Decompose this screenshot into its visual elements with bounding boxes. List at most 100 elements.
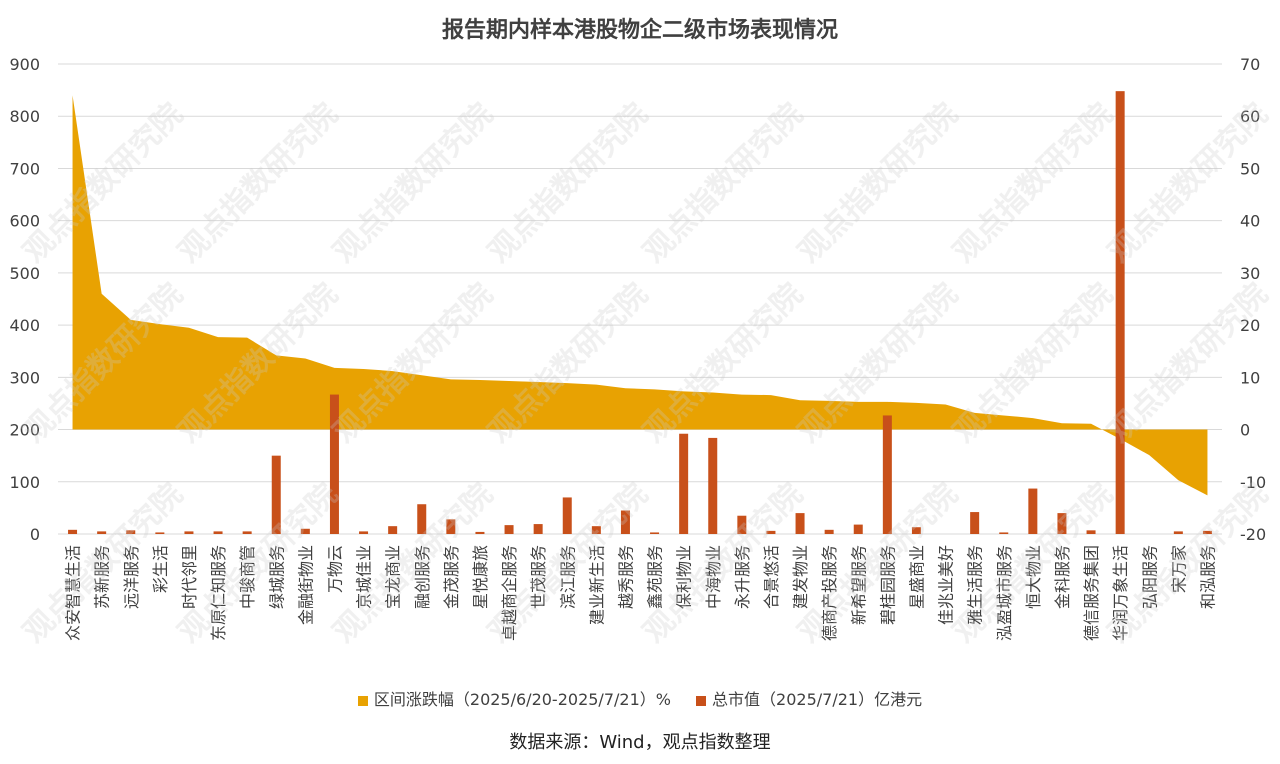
- bar-mark: [650, 532, 660, 534]
- x-axis-tick-label: 雅生活服务: [966, 545, 985, 625]
- watermark-text: 观点指数研究院: [17, 97, 190, 270]
- left-axis-tick-label: 200: [9, 421, 40, 440]
- right-axis-tick-label: 70: [1240, 55, 1260, 74]
- bar-mark: [795, 513, 805, 534]
- x-axis-tick-label: 和泓服务: [1198, 545, 1217, 609]
- left-axis-tick-label: 400: [9, 316, 40, 335]
- right-axis-tick-label: 40: [1240, 212, 1260, 231]
- right-axis-tick-label: 20: [1240, 316, 1260, 335]
- bar-mark: [1057, 513, 1067, 534]
- bar-mark: [1173, 531, 1183, 534]
- bar-mark: [853, 524, 863, 534]
- right-axis-tick-label: -20: [1240, 525, 1266, 544]
- x-axis-tick-label: 众安智慧生活: [64, 545, 83, 641]
- watermark-text: 观点指数研究院: [1102, 97, 1275, 270]
- x-axis-tick-label: 星悦康旅: [471, 545, 490, 609]
- bar-mark: [242, 531, 252, 534]
- left-axis-tick-label: 900: [9, 55, 40, 74]
- x-axis-tick-label: 东原仁知服务: [209, 545, 228, 641]
- legend-swatch-area: [357, 695, 368, 706]
- right-axis-tick-label: -10: [1240, 473, 1266, 492]
- right-axis: -20 -10 0 10 20 30 40 50 60 70: [1240, 55, 1266, 544]
- bar-mark: [591, 526, 601, 534]
- x-axis-tick-label: 华润万象生活: [1111, 545, 1130, 641]
- bar-mark: [737, 515, 747, 534]
- left-axis-tick-label: 700: [9, 159, 40, 178]
- x-axis-tick-label: 绿城服务: [267, 545, 286, 609]
- bar-mark: [679, 433, 689, 534]
- bar-mark: [504, 525, 514, 534]
- left-axis-tick-label: 600: [9, 212, 40, 231]
- watermark-text: 观点指数研究院: [637, 97, 810, 270]
- bar-mark: [708, 437, 718, 534]
- x-axis-tick-label: 中海物业: [704, 545, 723, 609]
- right-axis-tick-label: 10: [1240, 368, 1260, 387]
- legend-item-area: 区间涨跌幅（2025/6/20-2025/7/21）%: [357, 686, 671, 710]
- x-axis-tick-label: 合景悠活: [762, 545, 781, 609]
- x-axis-tick-label: 建发物业: [791, 545, 810, 609]
- watermark-text: 观点指数研究院: [327, 97, 500, 270]
- bar-mark: [970, 512, 980, 534]
- x-axis-tick-label: 恒大物业: [1024, 545, 1043, 609]
- left-axis: 0 100 200 300 400 500 600 700 800 900: [9, 55, 40, 544]
- bar-mark: [766, 530, 776, 534]
- bar-mark: [359, 531, 369, 534]
- bar-mark: [300, 528, 310, 534]
- legend-label-area: 区间涨跌幅（2025/6/20-2025/7/21）%: [373, 690, 671, 709]
- bar-mark: [1086, 530, 1096, 534]
- watermark-text: 观点指数研究院: [947, 97, 1120, 270]
- x-axis-tick-label: 远洋服务: [122, 545, 141, 609]
- x-axis-tick-label: 世茂服务: [529, 545, 548, 609]
- x-axis-tick-label: 泓盈城市服务: [995, 545, 1014, 641]
- bar-mark: [184, 531, 194, 534]
- x-axis-tick-label: 融创服务: [413, 545, 432, 609]
- legend-item-bar: 总市值（2025/7/21）亿港元: [696, 686, 922, 710]
- left-axis-tick-label: 0: [30, 525, 40, 544]
- x-axis-tick-label: 金融街物业: [296, 545, 315, 625]
- watermark-text: 观点指数研究院: [482, 97, 655, 270]
- bar-mark: [882, 415, 892, 534]
- right-axis-tick-label: 50: [1240, 159, 1260, 178]
- x-axis-tick-label: 苏新服务: [93, 545, 112, 609]
- x-axis-tick-label: 德信服务集团: [1082, 545, 1101, 641]
- bar-mark: [126, 530, 136, 534]
- bar-mark: [1028, 488, 1038, 534]
- x-axis-tick-label: 中骏商管: [238, 545, 257, 609]
- bar-mark: [824, 529, 834, 534]
- x-axis-tick-label: 建业新生活: [587, 545, 606, 625]
- x-axis-tick-label: 星盛商业: [907, 545, 926, 609]
- bar-mark: [97, 531, 107, 534]
- x-axis-tick-label: 彩生活: [151, 545, 170, 593]
- bar-series-layer: [68, 91, 1212, 535]
- bar-mark: [999, 532, 1009, 534]
- area-series-layer: [72, 95, 1208, 496]
- left-axis-tick-label: 500: [9, 264, 40, 283]
- bar-mark: [213, 531, 223, 534]
- x-axis-tick-label: 时代邻里: [180, 545, 199, 609]
- left-axis-tick-label: 100: [9, 473, 40, 492]
- legend-swatch-bar: [696, 695, 707, 706]
- source-note: 数据来源：Wind，观点指数整理: [509, 732, 771, 753]
- right-axis-tick-label: 60: [1240, 107, 1260, 126]
- bar-mark: [271, 455, 281, 534]
- legend-label-bar: 总市值（2025/7/21）亿港元: [712, 690, 923, 709]
- x-axis-tick-label: 佳兆业美好: [937, 545, 956, 625]
- bar-mark: [68, 529, 78, 534]
- x-axis: 众安智慧生活 苏新服务 远洋服务 彩生活 时代邻里 东原仁知服务 中骏商管 绿城服务 金融街物业…: [64, 545, 1218, 641]
- x-axis-tick-label: 金茂服务: [442, 545, 461, 609]
- bar-mark: [329, 394, 339, 534]
- left-axis-tick-label: 300: [9, 368, 40, 387]
- legend: 区间涨跌幅（2025/6/20-2025/7/21）% 总市值（2025/7/2…: [0, 686, 1280, 710]
- area-series-path: [72, 95, 1208, 496]
- x-axis-tick-label: 卓越商企服务: [500, 545, 519, 641]
- bar-mark: [155, 532, 165, 534]
- x-axis-tick-label: 鑫苑服务: [646, 545, 665, 609]
- bar-mark: [533, 524, 543, 534]
- x-axis-tick-label: 永升服务: [733, 545, 752, 609]
- right-axis-tick-label: 30: [1240, 264, 1260, 283]
- bar-mark: [562, 497, 572, 534]
- watermark-text: 观点指数研究院: [172, 97, 345, 270]
- left-axis-tick-label: 800: [9, 107, 40, 126]
